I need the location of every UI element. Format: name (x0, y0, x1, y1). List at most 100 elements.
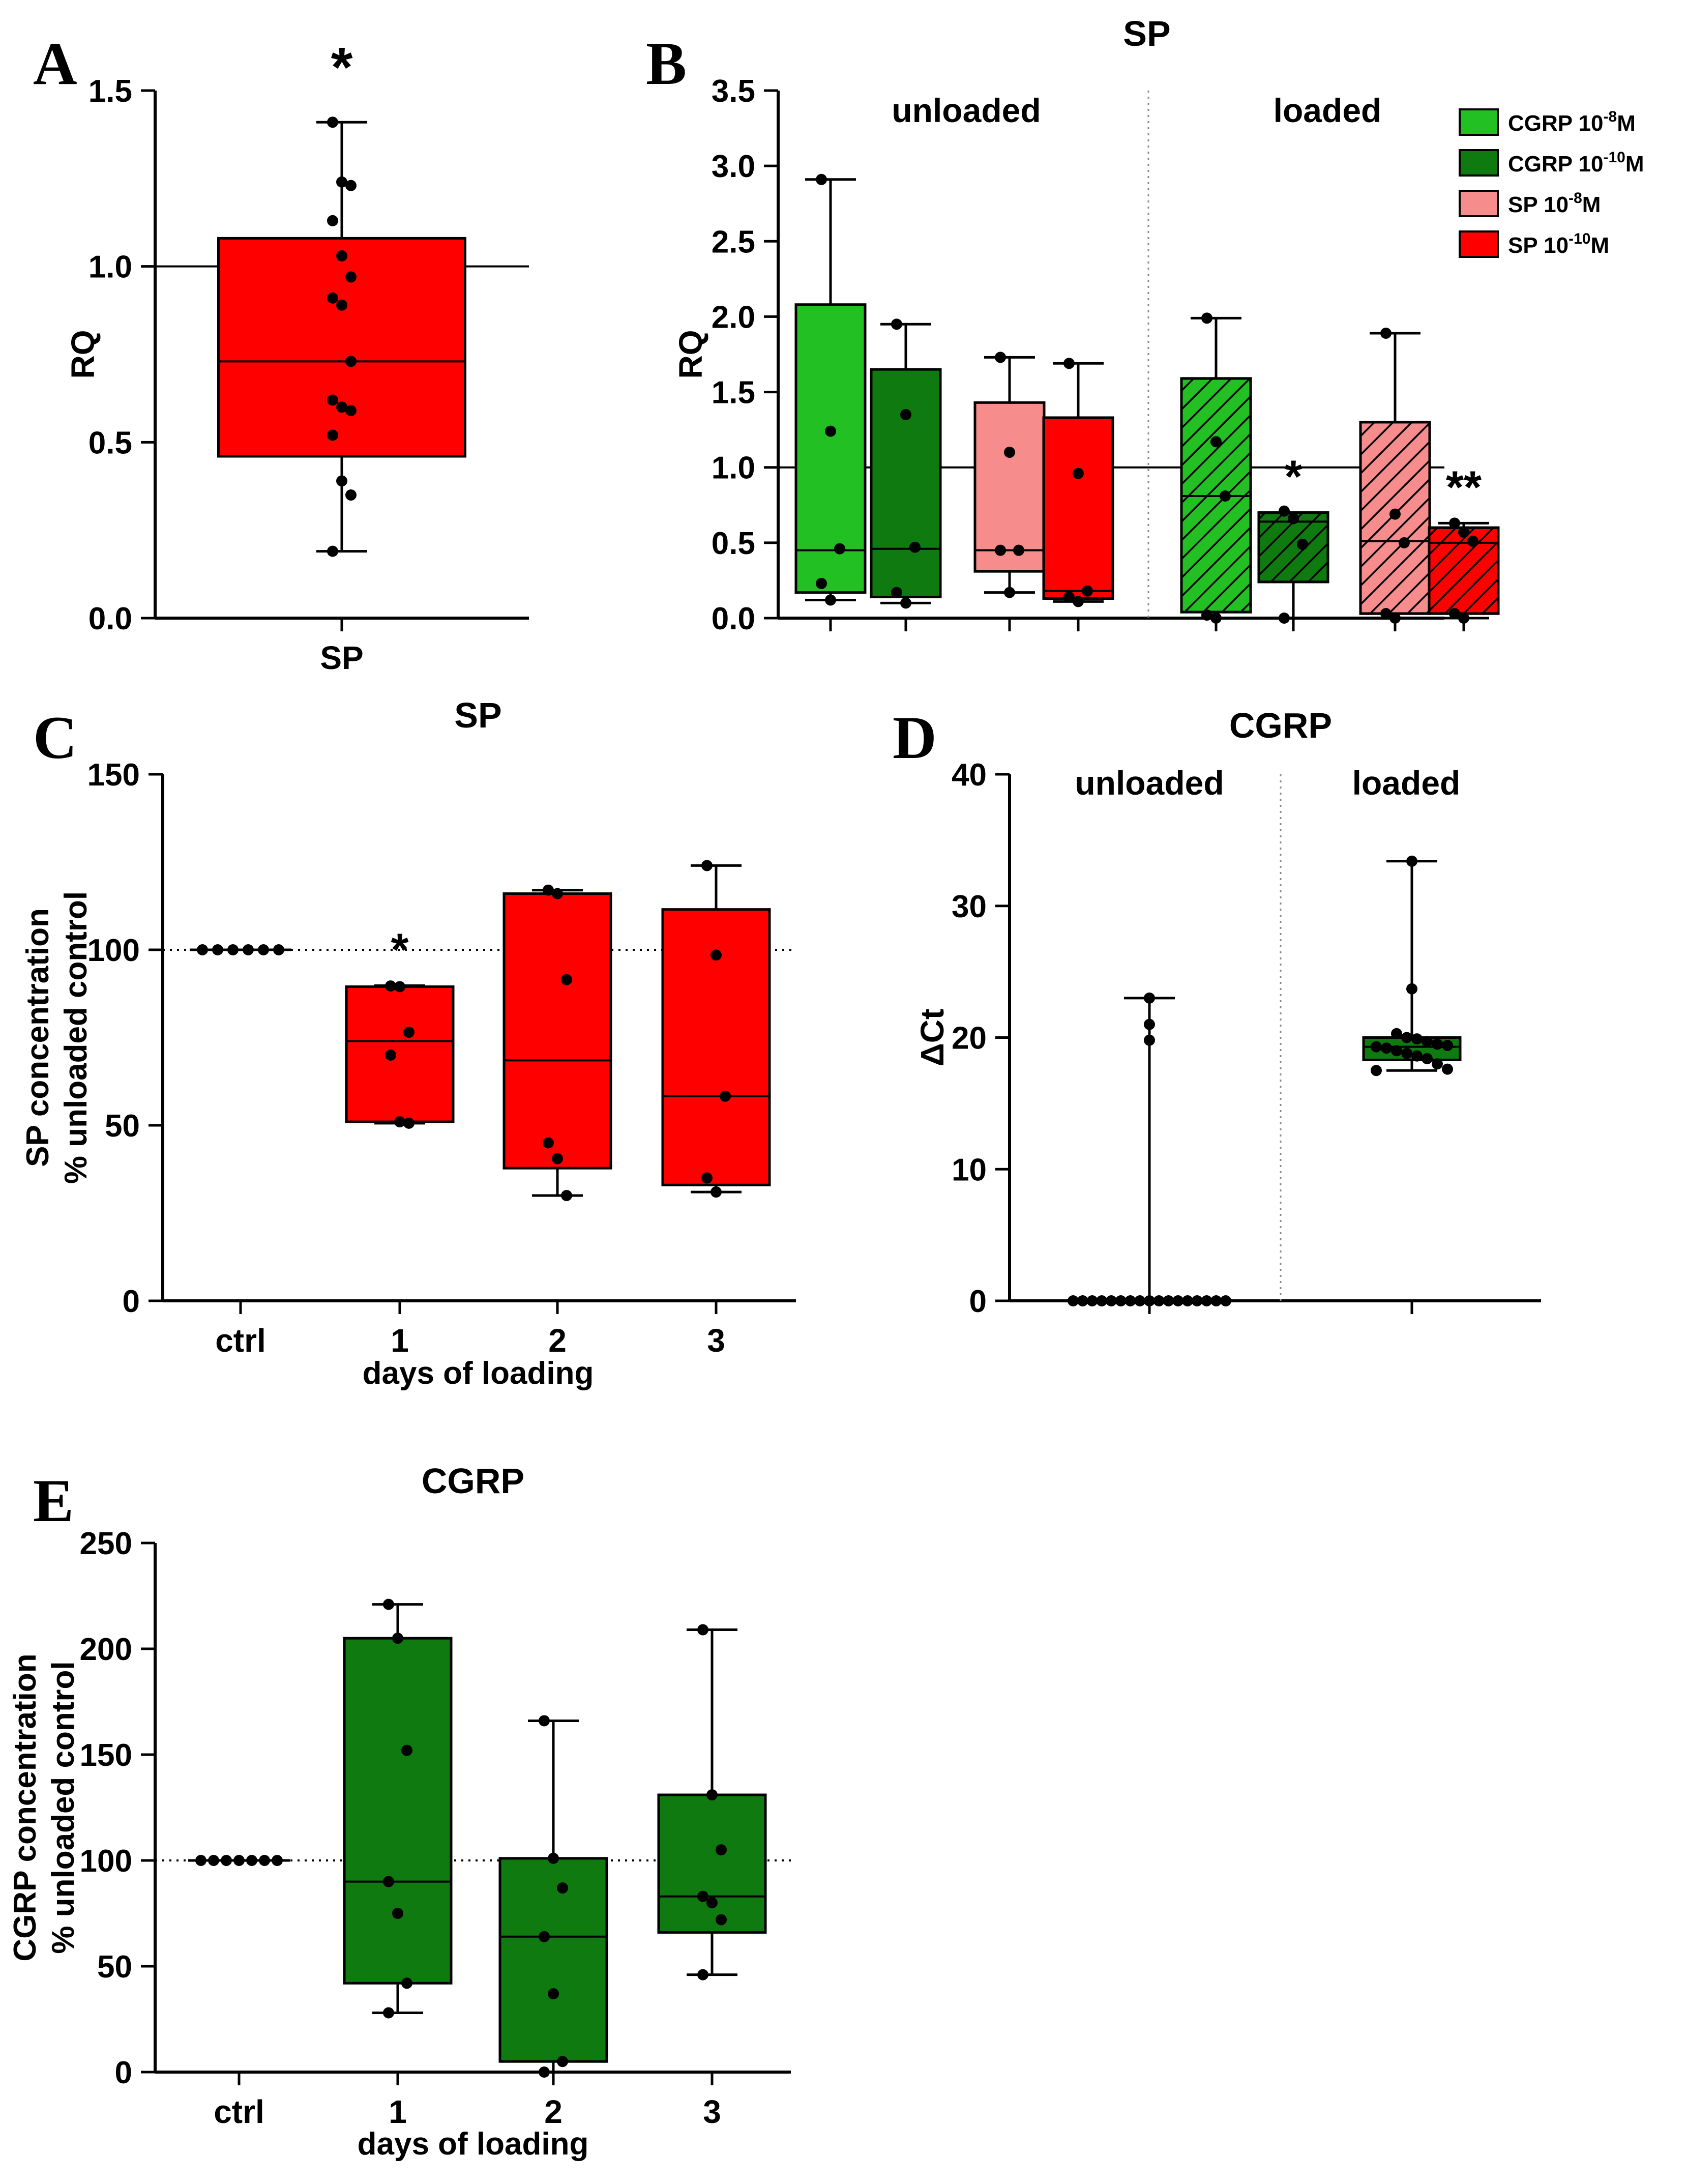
y-tick-label: 20 (952, 1021, 987, 1056)
panel-e-letter: E (33, 1467, 74, 1534)
data-point (697, 1969, 708, 1981)
data-point (345, 356, 357, 367)
data-point (327, 545, 338, 557)
data-point (327, 292, 338, 304)
data-point (539, 2066, 550, 2078)
y-tick-label: 200 (80, 1632, 132, 1667)
data-point (1401, 1047, 1412, 1059)
y-tick-label: 50 (97, 1949, 132, 1985)
data-point (701, 1172, 713, 1184)
panel-a: A 0.0 0.5 1.0 1.5 SP RQ * (33, 30, 529, 676)
data-point (345, 405, 357, 417)
data-point (1144, 992, 1155, 1004)
data-point (1449, 608, 1460, 620)
y-axis-label-line2: % unloaded control (46, 1661, 81, 1954)
data-point (1004, 447, 1015, 458)
legend-swatch (1459, 230, 1499, 258)
data-point (1279, 613, 1290, 624)
y-tick-label: 3.5 (712, 74, 755, 109)
x-tick-label: 2 (548, 1322, 567, 1359)
panel-d-letter: D (893, 704, 937, 771)
data-point (1391, 1028, 1402, 1039)
y-tick-label: 0.0 (712, 601, 755, 636)
data-point (1399, 537, 1410, 548)
panel-c-letter: C (33, 704, 77, 771)
y-tick-label: 150 (87, 758, 140, 793)
data-point (273, 944, 284, 955)
data-point (1467, 535, 1478, 547)
data-point (208, 1855, 219, 1866)
data-point (557, 2056, 568, 2067)
box (502, 892, 612, 1170)
panel-b: B CGRP 10-8M CGRP 10-10M SP 10-8M SP 10-10M… (646, 14, 1644, 636)
data-point (706, 1789, 718, 1801)
y-tick-label: 250 (80, 1526, 132, 1561)
data-point (825, 594, 836, 606)
panel-c: C 0 50 100 150 ctrl 1 2 3 * SP days of loading SP c… (20, 695, 796, 1391)
x-tick-label: 1 (389, 2093, 407, 2130)
y-tick-label: 1.5 (712, 375, 755, 411)
data-point (1389, 508, 1401, 520)
data-point (561, 1190, 572, 1201)
y-tick-label: 0.5 (88, 425, 132, 460)
data-point (1082, 585, 1093, 597)
data-point (1422, 1036, 1433, 1047)
data-point (1191, 1295, 1203, 1306)
panel-a-letter: A (33, 30, 77, 97)
box (345, 985, 455, 1123)
y-tick-label: 2.0 (712, 300, 755, 335)
data-point (1458, 527, 1469, 538)
group-label-unloaded: unloaded (1075, 764, 1224, 802)
data-point (1401, 1032, 1412, 1043)
data-point (401, 1977, 412, 1989)
data-point (259, 1855, 270, 1866)
data-point (1442, 1063, 1453, 1075)
panel-e: E 0 50 100 150 200 250 ctrl 1 2 3 CGRP days of load… (8, 1461, 791, 2162)
data-point (392, 1633, 403, 1644)
data-point (1096, 1295, 1108, 1306)
y-tick-label: 2.5 (712, 224, 755, 259)
data-point (539, 1931, 550, 1942)
data-point (195, 1855, 206, 1866)
y-axis-label-line2: % unloaded control (58, 891, 94, 1184)
y-tick-label: 30 (952, 889, 987, 924)
data-point (995, 544, 1006, 556)
x-tick-label: 3 (703, 2093, 721, 2130)
y-axis-label-line1: SP concentration (20, 908, 55, 1167)
y-axis-label-line1: CGRP concentration (8, 1653, 43, 1961)
y-tick-label: 150 (80, 1738, 132, 1773)
data-point (701, 860, 713, 871)
data-point (1406, 855, 1417, 867)
data-point (1381, 1042, 1392, 1054)
data-point (246, 1855, 257, 1866)
data-point (825, 425, 836, 437)
data-point (816, 173, 827, 185)
data-point (1279, 505, 1290, 517)
data-point (697, 1890, 708, 1902)
data-point (1210, 1295, 1222, 1306)
y-tick-label: 0.0 (88, 601, 132, 636)
data-point (1411, 1033, 1423, 1045)
x-tick-label: 1 (391, 1322, 409, 1359)
legend-swatch (1459, 108, 1499, 136)
chart-title: SP (1123, 14, 1170, 53)
data-point (403, 1027, 415, 1038)
data-point (401, 1744, 412, 1756)
data-point (1288, 513, 1299, 525)
y-axis-label: ΔCt (914, 1009, 951, 1067)
x-axis-label: days of loading (363, 1356, 594, 1391)
panel-b-letter: B (646, 30, 687, 97)
data-point (1201, 1295, 1212, 1306)
data-point (557, 1882, 568, 1894)
y-tick-label: 0 (115, 2055, 132, 2090)
data-point (909, 541, 921, 553)
y-tick-label: 50 (105, 1109, 140, 1144)
data-point (1086, 1295, 1098, 1306)
data-point (552, 1153, 563, 1164)
data-point (212, 944, 223, 955)
data-point (1380, 608, 1392, 620)
data-point (1073, 596, 1084, 607)
group-label-loaded: loaded (1352, 764, 1461, 802)
